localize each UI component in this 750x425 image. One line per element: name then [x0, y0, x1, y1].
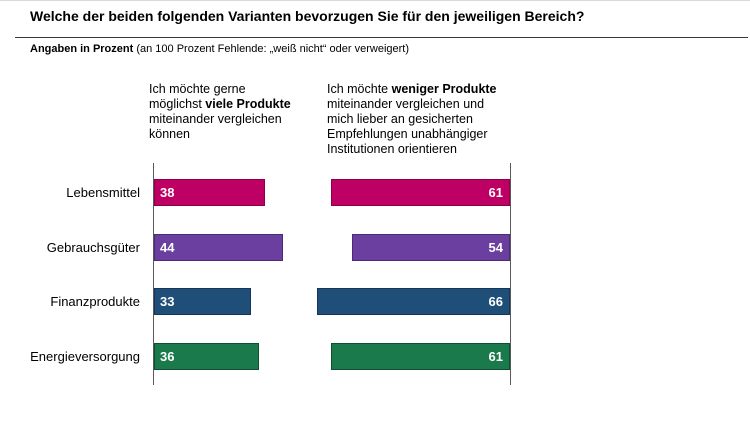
title-divider-line	[15, 37, 748, 38]
chart-subtitle: Angaben in Prozent (an 100 Prozent Fehle…	[30, 43, 409, 55]
series-1-header-post: miteinander vergleichen können	[149, 112, 282, 141]
bar-value-lebensmittel-series1: 38	[160, 185, 175, 200]
bar-lebensmittel-series2: 61	[331, 179, 510, 206]
bar-value-gebrauchsgueter-series1: 44	[160, 240, 175, 255]
left-baseline-axis	[153, 163, 154, 385]
window-top-edge	[0, 0, 750, 1]
category-label-gebrauchsgueter: Gebrauchsgüter	[46, 240, 140, 255]
subtitle-rest-text: (an 100 Prozent Fehlende: „weiß nicht“ o…	[133, 43, 410, 55]
bar-energieversorgung-series2: 61	[331, 343, 510, 370]
bar-finanzprodukte-series2: 66	[317, 288, 510, 315]
series-1-header-pre: Ich möchte gerne möglichst	[149, 82, 246, 111]
series-2-header-post: miteinander vergleichen und mich lieber …	[327, 97, 488, 156]
bar-gebrauchsgueter-series2: 54	[352, 234, 510, 261]
right-baseline-axis	[510, 163, 511, 385]
series-2-header-bold: weniger Produkte	[391, 82, 497, 96]
bar-value-gebrauchsgueter-series2: 54	[488, 240, 503, 255]
subtitle-bold-text: Angaben in Prozent	[30, 43, 134, 55]
series-1-header: Ich möchte gerne möglichst viele Produkt…	[149, 82, 294, 142]
bar-energieversorgung-series1: 36	[154, 343, 259, 370]
bar-value-lebensmittel-series2: 61	[488, 185, 503, 200]
category-label-lebensmittel: Lebensmittel	[66, 185, 140, 200]
bar-value-energieversorgung-series1: 36	[160, 349, 175, 364]
bar-value-finanzprodukte-series2: 66	[488, 294, 503, 309]
series-2-header: Ich möchte weniger Produkte miteinander …	[327, 82, 512, 157]
chart-title: Welche der beiden folgenden Varianten be…	[30, 8, 585, 24]
category-label-finanzprodukte: Finanzprodukte	[50, 294, 140, 309]
bar-value-finanzprodukte-series1: 33	[160, 294, 175, 309]
category-label-energieversorgung: Energieversorgung	[30, 349, 140, 364]
bar-lebensmittel-series1: 38	[154, 179, 265, 206]
bar-value-energieversorgung-series2: 61	[488, 349, 503, 364]
series-2-header-pre: Ich möchte	[327, 82, 392, 96]
bar-finanzprodukte-series1: 33	[154, 288, 251, 315]
series-1-header-bold: viele Produkte	[205, 97, 291, 111]
bar-gebrauchsgueter-series1: 44	[154, 234, 283, 261]
